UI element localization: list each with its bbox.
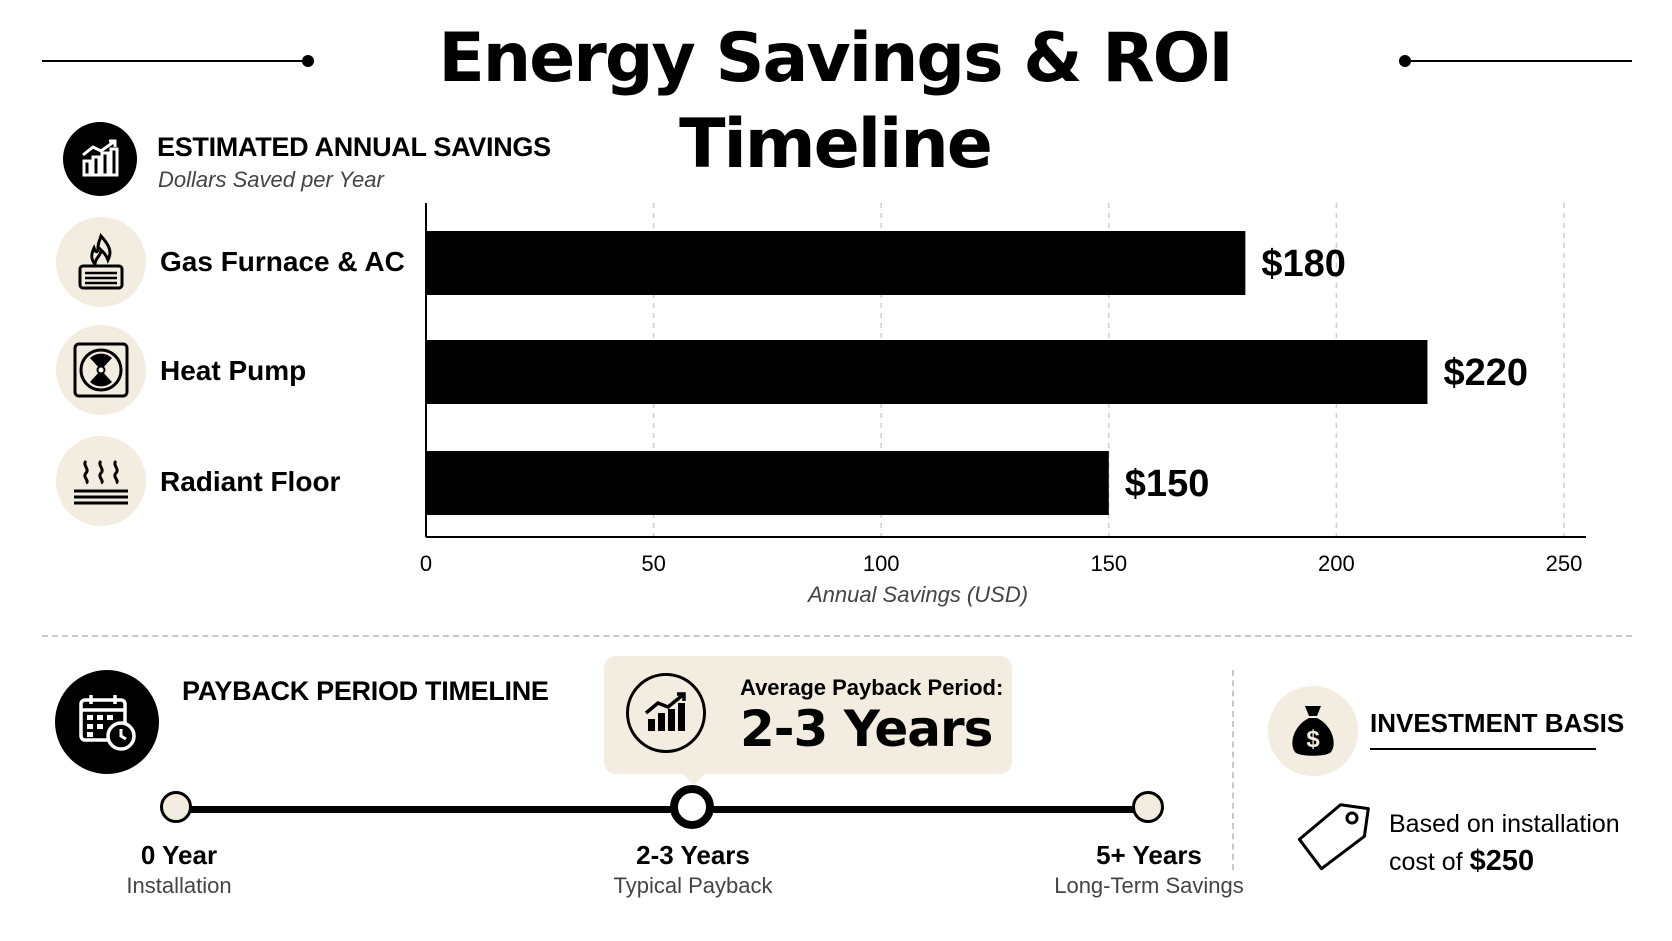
chart-axes: 0 50 100 150 200 250: [420, 203, 1586, 576]
calendar-clock-icon: [55, 670, 159, 774]
growth-chart-icon: [626, 673, 706, 753]
category-label-heat-pump: Heat Pump: [160, 355, 307, 386]
investment-text-prefix: cost of: [1389, 848, 1470, 876]
title-rule-left: [42, 60, 304, 62]
chart-bars: $180 $220 $150: [426, 231, 1528, 515]
callout-pointer: [682, 772, 706, 786]
x-axis-title: Annual Savings (USD): [806, 582, 1028, 607]
data-label-2: $220: [1443, 352, 1528, 394]
category-label-radiant-floor: Radiant Floor: [160, 466, 341, 497]
investment-text-line1: Based on installation: [1389, 810, 1620, 838]
data-label-3: $150: [1125, 463, 1210, 505]
payback-title: PAYBACK PERIOD TIMELINE: [182, 676, 549, 706]
callout-label: Average Payback Period:: [740, 675, 1004, 700]
data-label-1: $180: [1261, 243, 1346, 285]
fan-unit-icon: [56, 325, 146, 415]
investment-title: INVESTMENT BASIS: [1370, 708, 1625, 738]
category-label-gas-furnace: Gas Furnace & AC: [160, 246, 405, 277]
section-divider: [42, 635, 1632, 637]
timeline-track: [180, 806, 1150, 813]
investment-text-line2: cost of $250: [1389, 845, 1534, 878]
money-bag-icon: $: [1268, 686, 1358, 776]
title-rule-right: [1410, 60, 1632, 62]
savings-title: ESTIMATED ANNUAL SAVINGS: [157, 132, 551, 162]
bar-1: [426, 231, 1246, 295]
investment-underline: [1370, 748, 1596, 750]
milestone-title-1: 2-3 Years: [636, 840, 750, 870]
page-title: Energy Savings & ROI Timeline: [438, 19, 1233, 184]
x-tick-label-50: 50: [641, 551, 665, 576]
svg-text:$: $: [1306, 726, 1320, 753]
milestone-subtitle-1: Typical Payback: [613, 873, 773, 898]
title-dot-left: [302, 55, 314, 67]
callout-value: 2-3 Years: [740, 700, 993, 758]
timeline-node-start: [160, 791, 192, 823]
investment-amount: $250: [1469, 845, 1535, 877]
x-tick-label-0: 0: [420, 551, 432, 576]
x-tick-label-150: 150: [1090, 551, 1127, 576]
title-row: Energy Savings & ROI Timeline: [0, 0, 1672, 184]
timeline-node-end: [1132, 791, 1164, 823]
x-tick-label-250: 250: [1546, 551, 1583, 576]
bar-3: [426, 451, 1109, 515]
milestone-title-2: 5+ Years: [1096, 840, 1202, 870]
timeline-node-payback: [670, 785, 714, 829]
milestone-title-0: 0 Year: [140, 840, 218, 870]
bar-2: [426, 340, 1428, 404]
furnace-flame-icon: [56, 217, 146, 307]
savings-subtitle: Dollars Saved per Year: [158, 167, 384, 192]
bar-chart-growth-icon: [63, 122, 137, 196]
title-dot-right: [1399, 55, 1411, 67]
x-tick-label-200: 200: [1318, 551, 1355, 576]
price-tag-icon: [1296, 800, 1370, 879]
x-tick-label-100: 100: [863, 551, 900, 576]
radiant-heat-icon: [56, 436, 146, 526]
vertical-divider: [1232, 670, 1234, 870]
milestone-subtitle-2: Long-Term Savings: [1054, 873, 1244, 898]
milestone-subtitle-0: Installation: [126, 873, 232, 898]
chart-grid: [652, 203, 1565, 537]
